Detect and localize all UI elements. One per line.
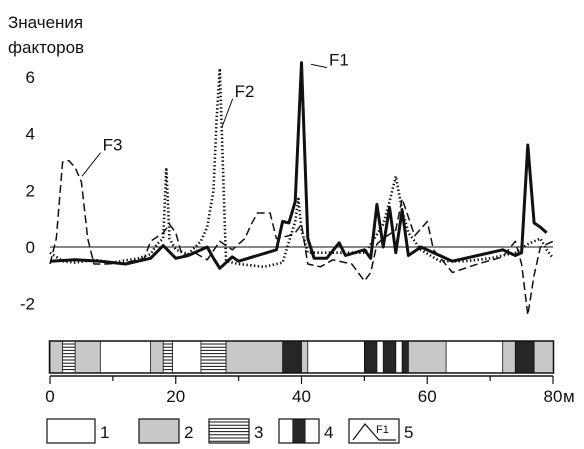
block-fill (446, 341, 503, 373)
y-tick-label: -2 (20, 295, 35, 314)
x-tick-label: 60 (418, 387, 437, 406)
plot-area: 6 4 2 0 -2 (20, 68, 553, 314)
strip-segment-type-2 (150, 341, 164, 373)
block-fill (209, 419, 249, 443)
block-fill (307, 341, 365, 373)
x-tick-label: 20 (166, 387, 185, 406)
legend-swatch-1 (46, 418, 96, 444)
strip-frame (48, 340, 555, 374)
block-fill (408, 341, 447, 373)
strip-segment-type-2 (534, 341, 553, 373)
block-fill (502, 341, 516, 373)
legend-part (305, 419, 319, 443)
legend-frame (208, 418, 250, 444)
strip-segment-type-2 (408, 341, 447, 373)
y-tick-label: 6 (26, 68, 35, 87)
strip-segment-type-3 (62, 341, 76, 373)
strip-segment-type-2 (75, 341, 101, 373)
strip-segment-type-1 (100, 341, 151, 373)
series-line-f2 (49, 67, 555, 269)
legend-part (292, 419, 306, 443)
strip-segment-type-4 (383, 341, 396, 373)
strip-segment-type-2 (502, 341, 516, 373)
strip-segment-type-1 (172, 341, 201, 373)
block-fill (395, 341, 403, 373)
block-fill (75, 341, 101, 373)
strip-segment-type-3 (163, 341, 173, 373)
legend-frame (138, 418, 180, 444)
strip-segment-type-4 (364, 341, 377, 373)
series-label-f3: F3 (103, 136, 123, 155)
strip-segment-type-3 (200, 341, 227, 373)
strip-segment-type-1 (395, 341, 403, 373)
block-fill (47, 419, 95, 443)
legend-swatch-4 (278, 418, 320, 444)
series-line-f1 (49, 61, 548, 270)
x-tick-label: 40 (292, 387, 311, 406)
block-fill (172, 341, 201, 373)
block-fill (100, 341, 151, 373)
strip-segment-type-4 (402, 341, 409, 373)
legend-frame (278, 418, 320, 444)
strip-segment-type-4 (515, 341, 535, 373)
strip-segment-type-1 (446, 341, 503, 373)
x-tick-label: 80 (544, 387, 563, 406)
block-fill (376, 341, 384, 373)
series-layer (49, 61, 555, 316)
legend-swatch-3 (208, 418, 250, 444)
series-label-f2: F2 (235, 82, 255, 101)
strip-segment-type-1 (307, 341, 365, 373)
strip-segment-type-2 (301, 341, 308, 373)
x-axis: 0 20 40 60 80 м (45, 375, 575, 406)
block-fill (534, 341, 553, 373)
y-tick-label: 4 (26, 125, 35, 144)
legend-label-4: 4 (324, 423, 333, 442)
strip-segment-type-2 (50, 341, 63, 373)
strip-segment-type-4 (282, 341, 302, 373)
legend-label-3: 3 (254, 423, 263, 442)
y-axis-title-line-1: Значения (8, 13, 83, 32)
block-fill (50, 341, 63, 373)
block-fill (139, 419, 179, 443)
series-label-leader (221, 98, 234, 129)
series-label-f1: F1 (329, 51, 349, 70)
legend-label-2: 2 (184, 423, 193, 442)
legend-sample-text: F1 (376, 424, 389, 436)
strip-segment-type-1 (376, 341, 384, 373)
lithology-strip (48, 340, 555, 374)
block-fill (226, 341, 283, 373)
legend-line-sample (352, 423, 396, 441)
legend-swatch-5: F1 (348, 418, 400, 444)
block-fill (301, 341, 308, 373)
block-fill (150, 341, 164, 373)
legend-swatch-2 (138, 418, 180, 444)
legend-frame (46, 418, 96, 444)
x-tick-label: 0 (45, 387, 54, 406)
legend-part (279, 419, 293, 443)
y-tick-label: 0 (26, 238, 35, 257)
legend: 1 2 3 4 F1 5 (46, 418, 413, 444)
legend-label-5: 5 (404, 423, 413, 442)
legend-frame (348, 418, 400, 444)
series-labels: F1 F2 F3 (81, 51, 349, 177)
legend-label-1: 1 (100, 423, 109, 442)
series-label-leader (310, 63, 328, 69)
y-tick-label: 2 (26, 181, 35, 200)
series-line-f3 (49, 159, 554, 316)
series-label-leader (81, 152, 101, 177)
x-axis-unit: м (563, 387, 575, 406)
y-axis-title-line-2: факторов (8, 38, 84, 57)
strip-segment-type-2 (226, 341, 283, 373)
